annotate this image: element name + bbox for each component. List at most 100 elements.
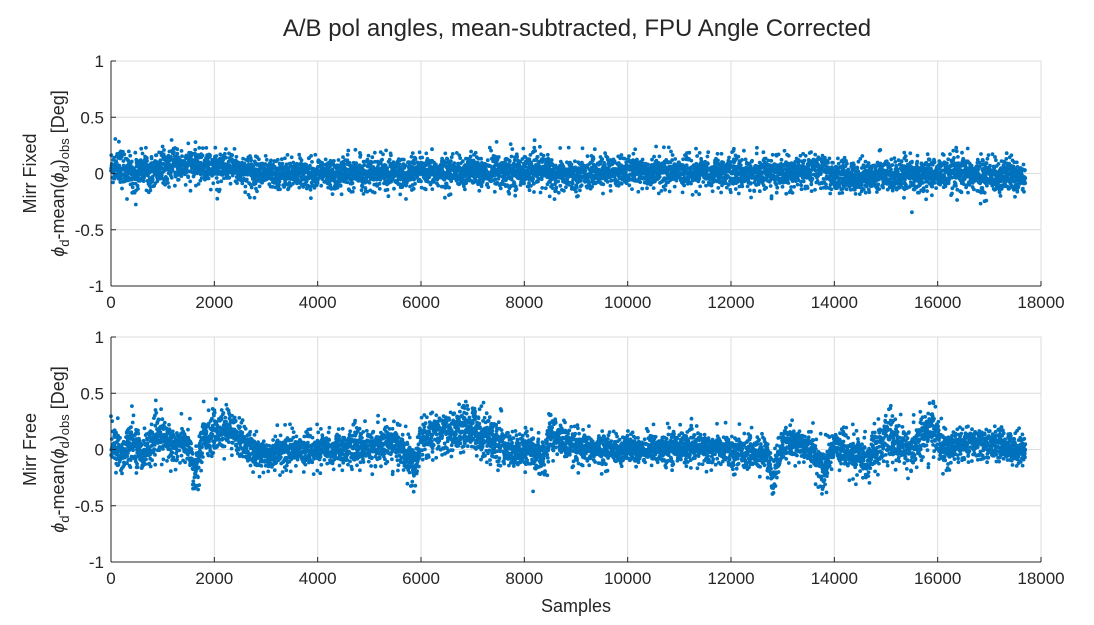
data-point bbox=[580, 146, 585, 151]
data-point bbox=[304, 162, 308, 167]
data-point bbox=[486, 185, 491, 190]
data-point bbox=[531, 176, 535, 181]
data-point bbox=[695, 154, 699, 158]
data-point bbox=[738, 163, 743, 168]
data-point bbox=[640, 186, 645, 191]
data-point bbox=[165, 177, 170, 181]
data-point bbox=[719, 190, 723, 195]
data-point bbox=[144, 145, 148, 150]
data-point bbox=[419, 179, 423, 184]
data-point bbox=[600, 157, 605, 162]
data-point bbox=[319, 183, 324, 188]
data-point bbox=[608, 189, 613, 193]
data-point bbox=[473, 150, 478, 155]
data-point bbox=[121, 159, 126, 163]
data-point bbox=[361, 192, 366, 196]
data-point bbox=[809, 189, 814, 194]
data-point bbox=[133, 202, 138, 207]
axes-mirr-fixed: 0 2000 4000 6000 8000 10000 12000 14000 16000 180… bbox=[20, 52, 1065, 312]
data-point bbox=[552, 197, 557, 202]
data-point bbox=[732, 146, 736, 151]
data-point bbox=[461, 159, 465, 164]
data-point bbox=[654, 144, 658, 149]
data-point bbox=[866, 161, 871, 165]
data-point bbox=[385, 187, 390, 192]
data-point bbox=[140, 151, 145, 156]
data-point bbox=[149, 156, 154, 161]
data-point bbox=[148, 188, 153, 193]
data-point bbox=[733, 187, 738, 191]
data-point bbox=[255, 189, 259, 194]
data-point bbox=[234, 154, 239, 159]
data-point bbox=[219, 179, 224, 184]
data-point bbox=[652, 154, 656, 159]
data-point bbox=[576, 194, 580, 198]
data-point bbox=[840, 191, 845, 195]
data-point bbox=[449, 155, 454, 160]
data-point bbox=[252, 195, 257, 200]
data-point bbox=[145, 159, 149, 163]
data-point bbox=[805, 186, 810, 190]
data-point bbox=[673, 157, 678, 161]
data-point bbox=[257, 184, 262, 189]
data-point bbox=[308, 163, 312, 168]
data-point bbox=[398, 192, 403, 197]
data-point bbox=[208, 187, 213, 192]
data-point bbox=[538, 190, 543, 195]
data-point bbox=[640, 157, 645, 162]
data-point bbox=[329, 186, 334, 190]
data-point bbox=[308, 187, 313, 192]
data-point bbox=[345, 180, 350, 185]
data-point bbox=[122, 152, 127, 157]
data-point bbox=[301, 185, 306, 189]
data-point bbox=[339, 192, 344, 197]
data-point bbox=[179, 149, 184, 153]
data-point bbox=[358, 153, 363, 158]
data-point bbox=[669, 149, 673, 154]
data-point bbox=[585, 154, 590, 159]
data-point bbox=[118, 180, 123, 185]
data-point bbox=[619, 181, 624, 186]
data-point bbox=[310, 160, 314, 164]
data-point bbox=[338, 184, 343, 188]
data-point bbox=[232, 147, 237, 151]
data-point bbox=[377, 181, 382, 186]
data-point bbox=[167, 185, 171, 189]
data-point bbox=[680, 190, 685, 195]
data-point bbox=[666, 145, 671, 150]
data-point bbox=[769, 158, 774, 163]
data-point bbox=[689, 158, 694, 163]
data-point bbox=[489, 148, 493, 153]
data-point bbox=[227, 175, 232, 180]
data-point bbox=[163, 182, 168, 187]
data-point bbox=[197, 146, 202, 150]
data-point bbox=[705, 154, 710, 159]
data-point bbox=[175, 147, 180, 152]
data-point bbox=[521, 146, 526, 151]
data-point bbox=[363, 186, 368, 190]
data-point bbox=[761, 150, 766, 155]
data-point bbox=[243, 190, 248, 195]
data-point bbox=[173, 183, 177, 188]
data-point bbox=[784, 191, 789, 196]
data-point bbox=[786, 153, 791, 158]
data-point bbox=[251, 164, 256, 168]
data-point bbox=[795, 182, 800, 187]
data-point bbox=[214, 154, 219, 158]
data-point bbox=[193, 147, 198, 152]
data-point bbox=[204, 146, 209, 150]
data-point bbox=[263, 154, 268, 158]
data-point bbox=[144, 156, 149, 160]
data-point bbox=[728, 190, 733, 195]
data-point bbox=[527, 188, 532, 193]
data-point bbox=[228, 181, 233, 186]
data-point bbox=[362, 163, 367, 168]
data-point bbox=[522, 181, 526, 186]
data-point bbox=[139, 146, 144, 151]
data-point bbox=[809, 150, 813, 155]
data-point bbox=[133, 150, 138, 155]
data-point bbox=[289, 164, 294, 169]
data-point bbox=[715, 151, 720, 156]
data-point bbox=[330, 167, 335, 172]
data-point bbox=[770, 152, 775, 157]
